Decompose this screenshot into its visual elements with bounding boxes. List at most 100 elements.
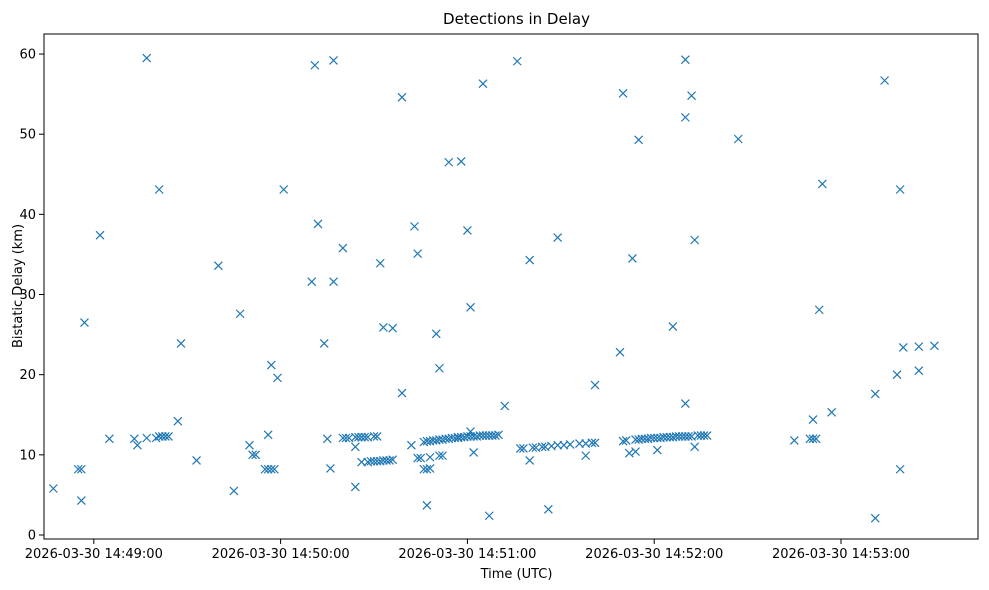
data-point: [173, 416, 183, 426]
data-point: [898, 342, 908, 352]
data-point: [693, 431, 703, 441]
x-tick-label: 2026-03-30 14:50:00: [212, 547, 350, 562]
data-point: [388, 323, 398, 333]
data-point: [425, 452, 435, 462]
y-tick-label: 40: [19, 208, 36, 223]
data-point: [338, 433, 348, 443]
data-point: [662, 432, 672, 442]
data-point: [157, 431, 167, 441]
data-point: [266, 464, 276, 474]
data-point: [95, 230, 105, 240]
data-point: [696, 431, 706, 441]
data-point: [104, 434, 114, 444]
data-point: [76, 496, 86, 505]
data-point: [466, 427, 475, 437]
data-point: [684, 431, 693, 441]
data-point: [553, 440, 563, 450]
data-point: [491, 431, 500, 441]
data-point: [808, 434, 818, 444]
data-point: [248, 450, 258, 460]
data-point: [406, 440, 416, 450]
data-point: [515, 443, 525, 453]
data-point: [466, 302, 475, 312]
data-point: [870, 513, 880, 523]
data-point: [659, 432, 668, 442]
data-point: [385, 456, 395, 465]
data-point: [192, 456, 201, 465]
data-point: [690, 235, 700, 245]
data-point: [357, 457, 366, 467]
data-point: [263, 464, 273, 474]
data-point: [360, 432, 370, 442]
data-point: [229, 486, 239, 496]
data-point: [690, 442, 700, 452]
data-point: [266, 360, 276, 370]
data-point: [478, 79, 488, 89]
data-point: [80, 318, 89, 327]
data-point: [565, 439, 575, 449]
y-tick-label: 0: [28, 528, 36, 543]
data-point: [702, 431, 712, 441]
data-point: [366, 456, 376, 466]
y-axis-label: Bistatic Delay (km): [11, 224, 26, 348]
data-point: [425, 464, 435, 473]
data-point: [142, 433, 152, 443]
data-point: [525, 255, 535, 265]
data-point: [615, 347, 625, 357]
data-point: [929, 341, 939, 351]
data-point: [469, 448, 479, 457]
data-point: [310, 60, 320, 70]
data-point: [213, 261, 223, 271]
data-point: [378, 322, 388, 332]
data-point: [369, 456, 379, 466]
data-point: [590, 380, 600, 390]
data-point: [590, 438, 600, 448]
data-point: [338, 243, 348, 253]
x-axis: 2026-03-30 14:49:00 2026-03-30 14:50:00 20…: [25, 539, 910, 562]
data-point: [646, 433, 656, 443]
data-point: [462, 431, 472, 441]
data-point: [525, 456, 535, 465]
data-point: [805, 434, 815, 444]
data-point: [164, 431, 173, 441]
data-point: [494, 430, 503, 440]
data-point: [372, 431, 382, 441]
data-point: [444, 157, 454, 167]
data-point: [814, 305, 824, 315]
data-point: [279, 185, 289, 194]
data-point: [354, 432, 363, 442]
data-point: [621, 435, 631, 445]
data-point: [680, 399, 690, 408]
data-point: [326, 464, 335, 473]
data-point: [677, 431, 687, 441]
y-tick-label: 50: [19, 128, 36, 143]
data-point: [132, 440, 142, 450]
chart-title: Detections in Delay: [443, 10, 590, 28]
data-point: [512, 56, 522, 66]
data-point: [235, 309, 245, 319]
data-point: [575, 439, 584, 449]
markers-layer: [48, 53, 939, 523]
data-point: [618, 88, 628, 98]
data-point: [537, 442, 547, 452]
data-point: [671, 431, 681, 441]
data-point: [322, 434, 332, 444]
y-axis: 0 10 20 30 40 50 60: [19, 48, 44, 543]
data-point: [154, 431, 164, 441]
axes-frame: [43, 33, 979, 540]
data-point: [895, 185, 905, 194]
data-point: [313, 219, 323, 229]
data-point: [76, 464, 86, 474]
data-point: [634, 135, 644, 145]
data-point: [350, 482, 360, 492]
data-point: [733, 134, 743, 144]
data-point: [397, 388, 407, 398]
data-point: [674, 431, 684, 441]
data-point: [543, 504, 553, 514]
y-tick-label: 20: [19, 368, 36, 383]
data-point: [73, 464, 83, 474]
data-point: [176, 338, 186, 348]
data-point: [519, 443, 528, 453]
